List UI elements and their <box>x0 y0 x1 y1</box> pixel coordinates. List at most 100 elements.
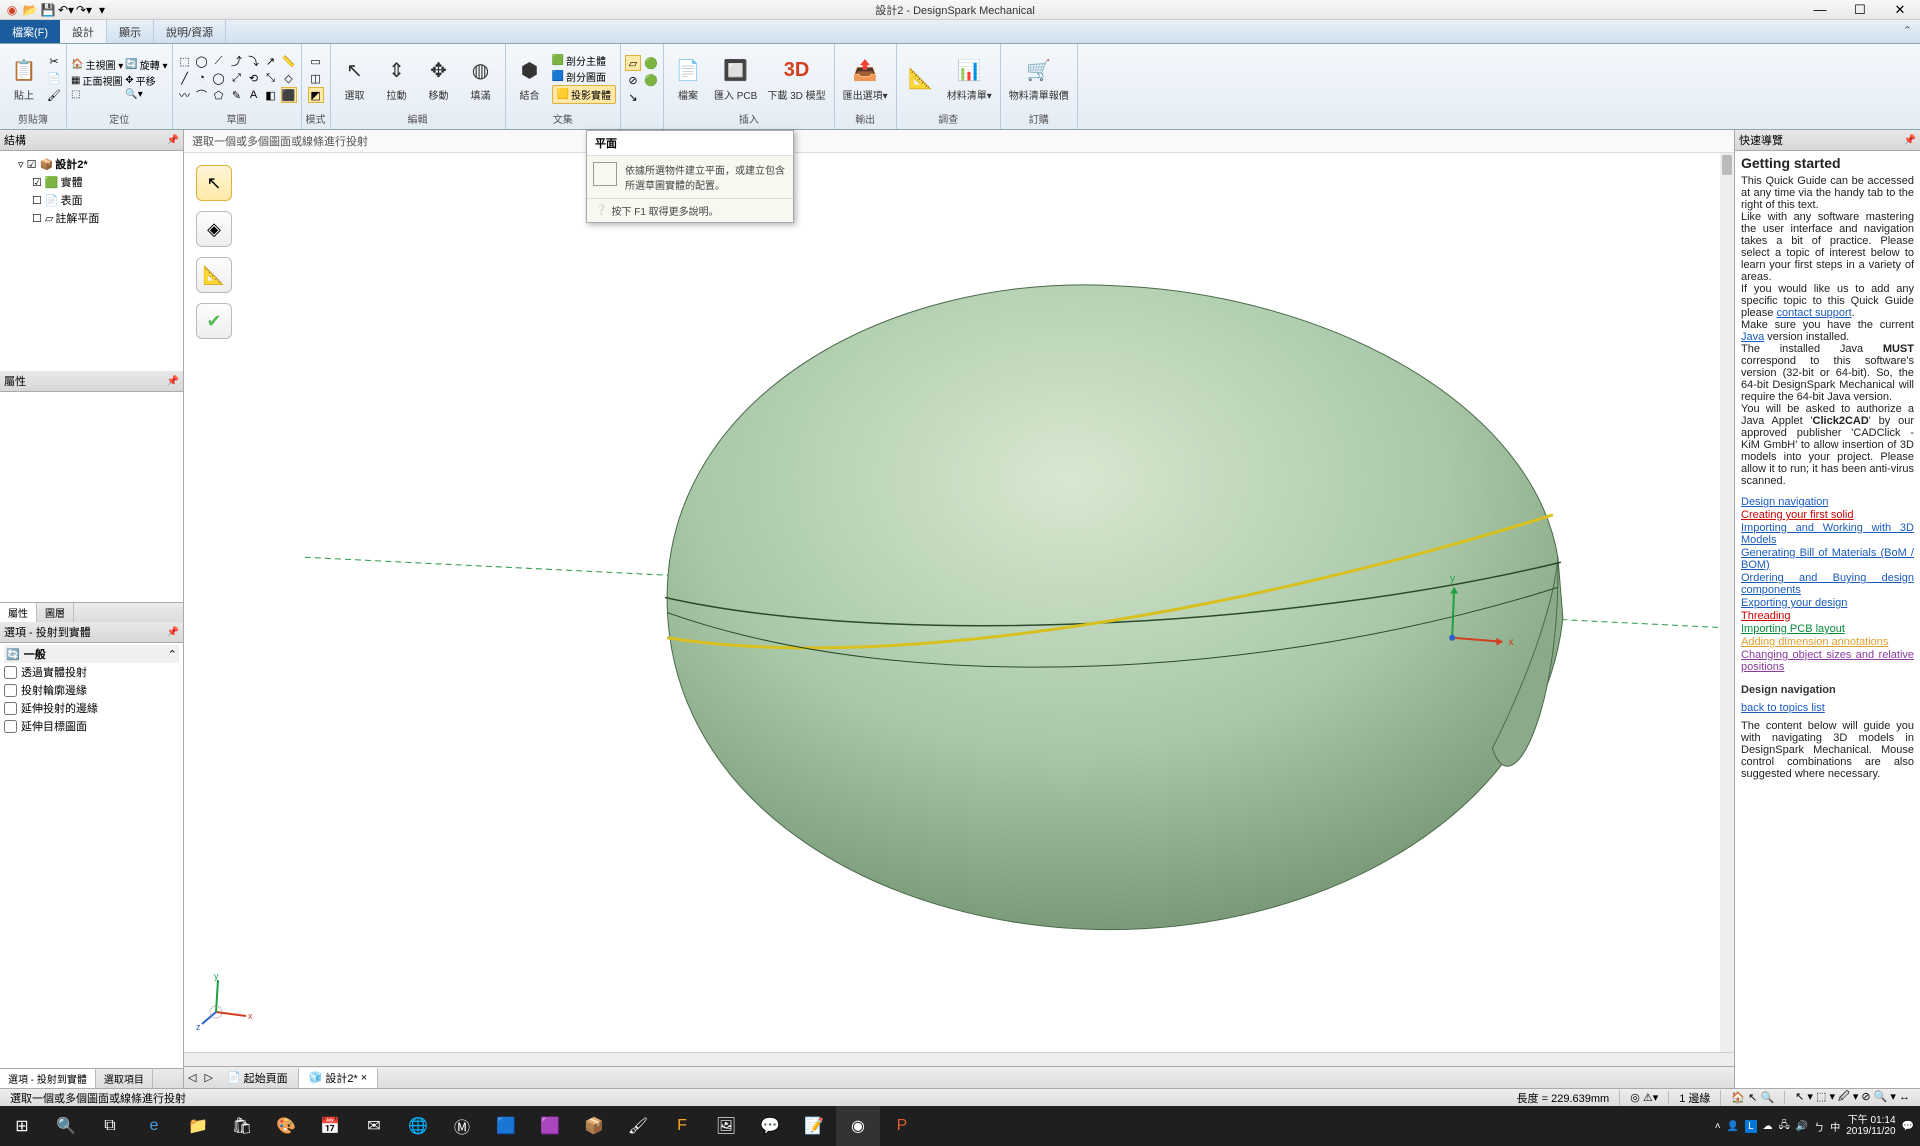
gmail-icon[interactable]: Ⓜ <box>440 1106 484 1146</box>
note-icon[interactable]: 📝 <box>792 1106 836 1146</box>
quote-button[interactable]: 🛒物料清單報價 <box>1005 53 1073 104</box>
help-link[interactable]: Importing and Working with 3D Models <box>1741 522 1914 546</box>
mail-icon[interactable]: ✉ <box>352 1106 396 1146</box>
dim-icon[interactable]: 📏 <box>281 53 297 69</box>
combine-button[interactable]: ⬢結合 <box>510 53 550 104</box>
viewport-vscroll[interactable] <box>1720 153 1734 1052</box>
trim-icon[interactable]: ⬛ <box>281 87 297 103</box>
ribbon-minimize-icon[interactable]: ⌃ <box>1895 20 1920 43</box>
import-pcb-button[interactable]: 🔲匯入 PCB <box>710 53 761 104</box>
help-link[interactable]: Generating Bill of Materials (BoM / BOM) <box>1741 547 1914 571</box>
split-face-button[interactable]: 🟦 剖分圖面 <box>552 69 606 84</box>
pin-icon-3[interactable]: 📌 <box>167 627 179 638</box>
vp-tool-select[interactable]: ↖ <box>196 165 232 201</box>
mode-1-icon[interactable]: ▭ <box>308 53 324 69</box>
app-icon-6[interactable]: 🖼 <box>704 1106 748 1146</box>
pin-icon-2[interactable]: 📌 <box>167 376 179 387</box>
store-icon[interactable]: 🛍 <box>220 1106 264 1146</box>
fill-button[interactable]: ◍填滿 <box>461 53 501 104</box>
tab-layers[interactable]: 圖層 <box>37 603 74 622</box>
help-body[interactable]: Getting started This Quick Guide can be … <box>1735 151 1920 1088</box>
chrome-icon[interactable]: 🌐 <box>396 1106 440 1146</box>
viewport-hscroll[interactable] <box>184 1052 1734 1066</box>
calendar-icon[interactable]: 📅 <box>308 1106 352 1146</box>
structure-tree[interactable]: ▿ ☑ 📦 設計2* ☑ 🟩 實體 ☐ 📄 表面 ☐ ▱ 註解平面 <box>0 151 183 371</box>
help-link[interactable]: Exporting your design <box>1741 597 1914 609</box>
vp-tab-design2[interactable]: 🧊 設計2* × <box>299 1068 379 1088</box>
axis-icon[interactable]: ⊘ <box>625 72 641 88</box>
mode-3-icon[interactable]: ◩ <box>308 87 324 103</box>
close-tab-icon[interactable]: × <box>361 1072 367 1084</box>
help-link[interactable]: Threading <box>1741 610 1914 622</box>
sketch-grid-2[interactable]: ⤴⤵↗⤢⟲⤡✎A◧ <box>229 53 279 103</box>
copy-icon[interactable]: 📄 <box>46 70 62 86</box>
pin-icon-4[interactable]: 📌 <box>1904 135 1916 146</box>
vp-tool-ok[interactable]: ✔ <box>196 303 232 339</box>
edge-icon[interactable]: e <box>132 1106 176 1146</box>
vp-tab-start[interactable]: 📄 起始頁面 <box>217 1068 299 1088</box>
file-insert-button[interactable]: 📄檔案 <box>668 53 708 104</box>
doc-t2-icon[interactable]: 🟢 <box>643 72 659 88</box>
system-tray[interactable]: ˄ 👤 L ☁ 🖧 🔊 ㄅ 中 下午 01:142019/11/20 💬 <box>1715 1115 1920 1137</box>
app-icon-3[interactable]: 📦 <box>572 1106 616 1146</box>
help-link[interactable]: Design navigation <box>1741 496 1914 508</box>
undo-icon[interactable]: ↶▾ <box>58 2 74 18</box>
move-button[interactable]: ✥移動 <box>419 53 459 104</box>
tray-clock[interactable]: 下午 01:142019/11/20 <box>1846 1115 1895 1137</box>
help-link[interactable]: Importing PCB layout <box>1741 623 1914 635</box>
vp-tab-nav-left[interactable]: ◁ <box>184 1071 200 1084</box>
ppt-icon[interactable]: P <box>880 1106 924 1146</box>
help-link[interactable]: Creating your first solid <box>1741 509 1914 521</box>
model-body[interactable] <box>667 285 1563 930</box>
tab-selection[interactable]: 選取項目 <box>96 1069 153 1088</box>
contact-support-link[interactable]: contact support <box>1776 307 1851 319</box>
tab-help[interactable]: 說明/資源 <box>154 20 226 43</box>
doc-t1-icon[interactable]: 🟢 <box>643 55 659 71</box>
tab-design[interactable]: 設計 <box>60 20 107 43</box>
minimize-button[interactable]: — <box>1800 2 1840 18</box>
viewport-3d[interactable]: x y ↖ ◈ 📐 ✔ x y z <box>184 153 1734 1052</box>
select-button[interactable]: ↖選取 <box>335 53 375 104</box>
app-icon-4[interactable]: 🖌 <box>616 1106 660 1146</box>
app-icon-1[interactable]: 🟦 <box>484 1106 528 1146</box>
pan-button[interactable]: ✥ 平移 <box>125 73 155 88</box>
opt-4[interactable]: 延伸目標圖面 <box>4 717 179 735</box>
back-link[interactable]: back to topics list <box>1741 702 1825 714</box>
spin-button[interactable]: 🔄 旋轉 ▾ <box>125 57 167 72</box>
paste-button[interactable]: 📋貼上 <box>4 53 44 104</box>
measure-button[interactable]: 📐 <box>901 60 941 96</box>
maximize-button[interactable]: ☐ <box>1840 2 1880 18</box>
line-icon[interactable]: 💬 <box>748 1106 792 1146</box>
split-body-button[interactable]: 🟩 剖分主體 <box>552 53 606 68</box>
material-button[interactable]: 📊材料清單▾ <box>943 53 996 104</box>
plan-view-button[interactable]: ▦ 正面視圖 <box>71 73 122 88</box>
taskview-icon[interactable]: ⧉ <box>88 1106 132 1146</box>
status-nav-icons[interactable]: 🏠 ↖ 🔍 <box>1721 1091 1785 1104</box>
app-icon-2[interactable]: 🟪 <box>528 1106 572 1146</box>
brush-icon[interactable]: 🖌 <box>46 87 62 103</box>
mode-2-icon[interactable]: ◫ <box>308 70 324 86</box>
plane-icon[interactable]: ▱ <box>625 55 641 71</box>
start-button[interactable]: ⊞ <box>0 1106 44 1146</box>
orient-extra-icon[interactable]: ⬚ <box>71 89 80 100</box>
dsm-icon[interactable]: ◉ <box>836 1106 880 1146</box>
vp-tool-sketch[interactable]: 📐 <box>196 257 232 293</box>
redo-icon[interactable]: ↷▾ <box>76 2 92 18</box>
constr-icon[interactable]: ◇ <box>281 70 297 86</box>
paint-icon[interactable]: 🎨 <box>264 1106 308 1146</box>
java-link[interactable]: Java <box>1741 331 1764 343</box>
file-tab[interactable]: 檔案(F) <box>0 20 60 43</box>
pull-button[interactable]: ⇕拉動 <box>377 53 417 104</box>
download-3d-button[interactable]: 3D下載 3D 模型 <box>763 53 829 104</box>
opt-2[interactable]: 投射輪廓邊緣 <box>4 681 179 699</box>
opt-3[interactable]: 延伸投射的邊緣 <box>4 699 179 717</box>
point-icon[interactable]: ↘ <box>625 89 641 105</box>
export-button[interactable]: 📤匯出選項▾ <box>839 53 892 104</box>
explorer-icon[interactable]: 📁 <box>176 1106 220 1146</box>
close-button[interactable]: ✕ <box>1880 2 1920 18</box>
project-button[interactable]: 🟨 投影實體 <box>552 85 616 104</box>
status-tool-icons[interactable]: ↖ ▾ ⬚ ▾ 🖉 ▾ ⊘ 🔍 ▾ ↔ <box>1785 1088 1920 1107</box>
zoom-icon[interactable]: 🔍▾ <box>125 89 142 100</box>
help-link[interactable]: Changing object sizes and relative posit… <box>1741 649 1914 673</box>
search-icon[interactable]: 🔍 <box>44 1106 88 1146</box>
